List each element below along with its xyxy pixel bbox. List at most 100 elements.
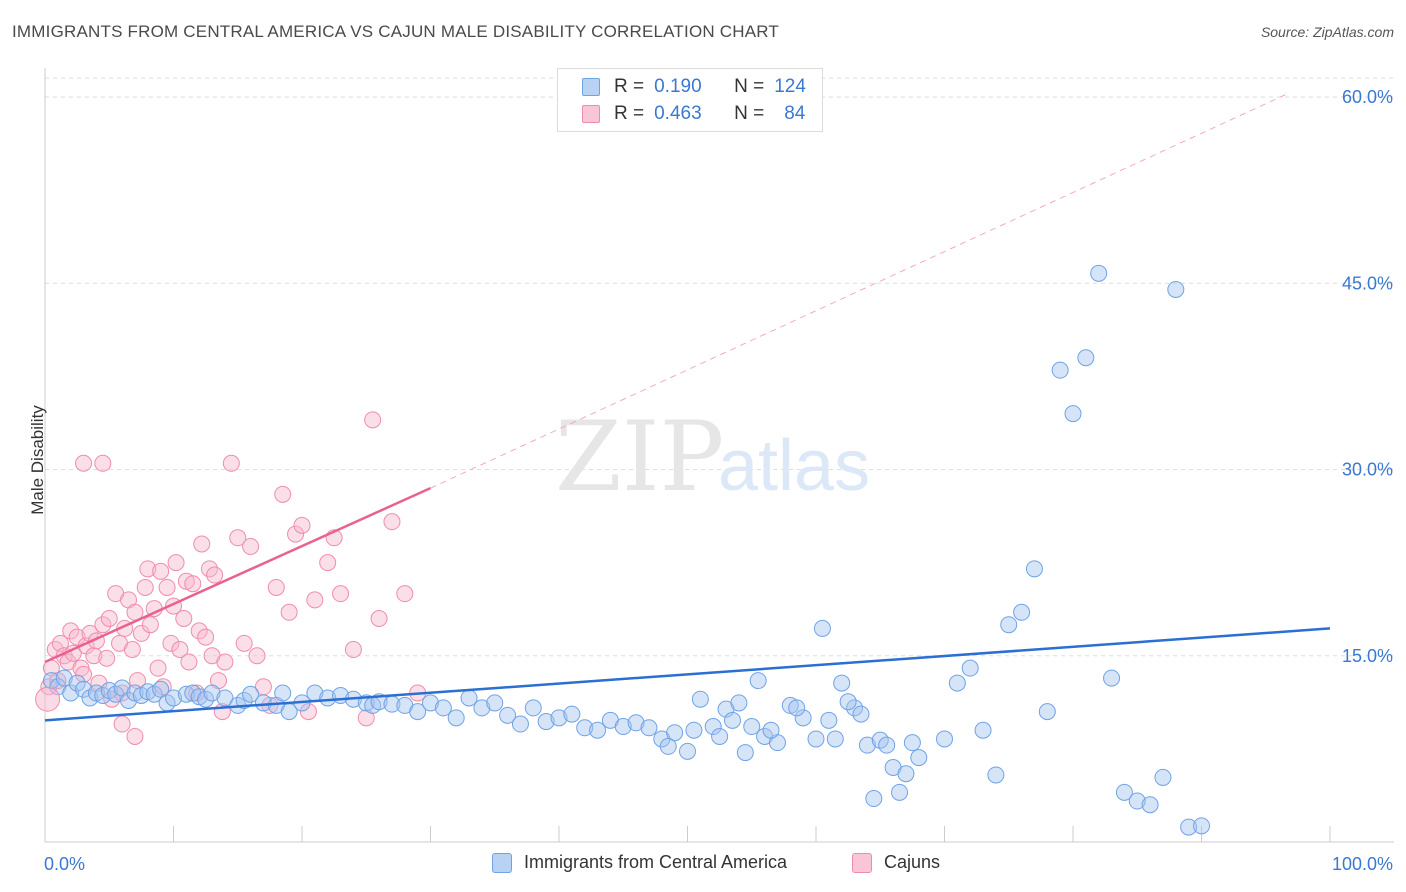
immigrants-point: [839, 693, 857, 711]
cajun-point: [287, 525, 305, 543]
immigrants-point: [537, 713, 555, 731]
immigrants-point: [794, 709, 812, 727]
cajun-point: [306, 591, 324, 609]
cajun-point: [100, 610, 118, 627]
cajun-point: [267, 578, 285, 596]
immigrants-point: [1141, 796, 1159, 814]
cajun-point: [332, 585, 350, 603]
immigrants-point: [723, 711, 741, 729]
bottom-legend-item-blue: Immigrants from Central America: [492, 852, 787, 873]
bottom-legend-swatch-pink: [852, 852, 872, 873]
immigrants-point: [319, 689, 337, 707]
legend-r-value: 0.463: [654, 103, 702, 124]
cajun-point: [126, 727, 144, 745]
immigrants-point: [730, 694, 748, 712]
cajun-point: [193, 535, 211, 553]
immigrants-point: [152, 680, 170, 698]
immigrants-point: [550, 709, 568, 727]
cajun-point: [123, 641, 141, 659]
cajun-point: [229, 529, 247, 547]
immigrants-point: [897, 765, 915, 783]
immigrants-point: [614, 718, 632, 736]
immigrants-point: [576, 719, 594, 737]
cajun-point: [274, 485, 292, 503]
cajun-point: [75, 665, 93, 683]
immigrants-point: [434, 699, 452, 717]
cajun-point: [149, 659, 167, 677]
cajun-point: [197, 628, 215, 646]
cajun-point: [94, 454, 112, 472]
immigrants-point: [736, 744, 754, 762]
immigrants-point: [743, 718, 761, 736]
cajun-point: [158, 578, 176, 596]
immigrants-point: [511, 715, 529, 733]
cajun-point: [242, 537, 260, 555]
immigrants-point: [685, 721, 703, 739]
immigrants-point: [987, 766, 1005, 784]
cajun-point: [370, 610, 388, 627]
immigrants-point: [711, 727, 729, 745]
immigrants-point: [1077, 349, 1095, 367]
immigrants-point: [422, 694, 439, 712]
cajun-point: [167, 554, 185, 572]
immigrants-trend-line: [44, 627, 1331, 722]
cajun-point: [248, 647, 266, 665]
chart-title: IMMIGRANTS FROM CENTRAL AMERICA VS CAJUN…: [12, 22, 780, 41]
cajun-point: [396, 585, 414, 603]
legend-n-label: N =: [734, 103, 765, 124]
immigrants-point: [903, 734, 921, 752]
immigrants-point: [1193, 817, 1210, 835]
cajun-point: [293, 516, 311, 534]
cajun-point: [68, 628, 86, 646]
immigrants-point: [165, 689, 182, 707]
immigrants-point: [813, 619, 831, 637]
immigrants-point: [473, 699, 491, 717]
cajun-point: [62, 622, 80, 640]
immigrants-point: [852, 705, 870, 723]
bottom-legend-label-pink: Cajuns: [884, 852, 941, 872]
y-axis-label: Male Disability: [27, 405, 47, 515]
immigrants-point: [788, 699, 806, 717]
bottom-legend-item-pink: Cajuns: [852, 852, 940, 873]
immigrants-point: [1038, 703, 1056, 721]
legend-r-label: R =: [614, 103, 645, 124]
cajun-point: [113, 715, 131, 733]
immigrants-point: [1128, 792, 1146, 810]
bottom-legend-swatch-blue: [492, 852, 512, 873]
cajun-point: [190, 622, 208, 640]
cajun-point: [132, 624, 150, 642]
cajun-point: [180, 653, 198, 671]
immigrants-point: [1025, 560, 1043, 578]
legend-n-label: N =: [734, 76, 765, 97]
immigrants-point: [910, 749, 928, 767]
cajun-point: [299, 703, 317, 721]
cajun-point: [162, 634, 180, 652]
legend-row-pink: R = 0.463 N = 84: [582, 101, 805, 127]
cajun-point: [235, 634, 253, 652]
immigrants-point: [865, 790, 883, 808]
cajun-point: [344, 641, 362, 659]
immigrants-point: [846, 699, 864, 717]
x-tick-label: 100.0%: [1332, 854, 1393, 874]
immigrants-point: [589, 721, 607, 739]
bottom-legend-label-blue: Immigrants from Central America: [524, 852, 788, 872]
y-tick-label: 30.0%: [1342, 460, 1393, 480]
immigrants-point: [948, 674, 966, 692]
cajun-point: [136, 578, 154, 596]
immigrants-point: [807, 730, 825, 748]
immigrants-point: [68, 674, 86, 692]
immigrants-point: [891, 783, 909, 801]
immigrants-point: [936, 730, 953, 748]
immigrants-point: [820, 711, 838, 729]
cajun-point: [383, 513, 401, 531]
cajun-point: [85, 647, 103, 665]
immigrants-point: [177, 685, 195, 703]
immigrants-point: [524, 699, 542, 717]
cajun-point: [222, 454, 240, 472]
cajun-point: [364, 411, 382, 429]
immigrants-point: [1115, 783, 1133, 801]
immigrants-point: [974, 721, 992, 739]
immigrants-point: [274, 684, 292, 702]
immigrants-point: [486, 694, 504, 712]
